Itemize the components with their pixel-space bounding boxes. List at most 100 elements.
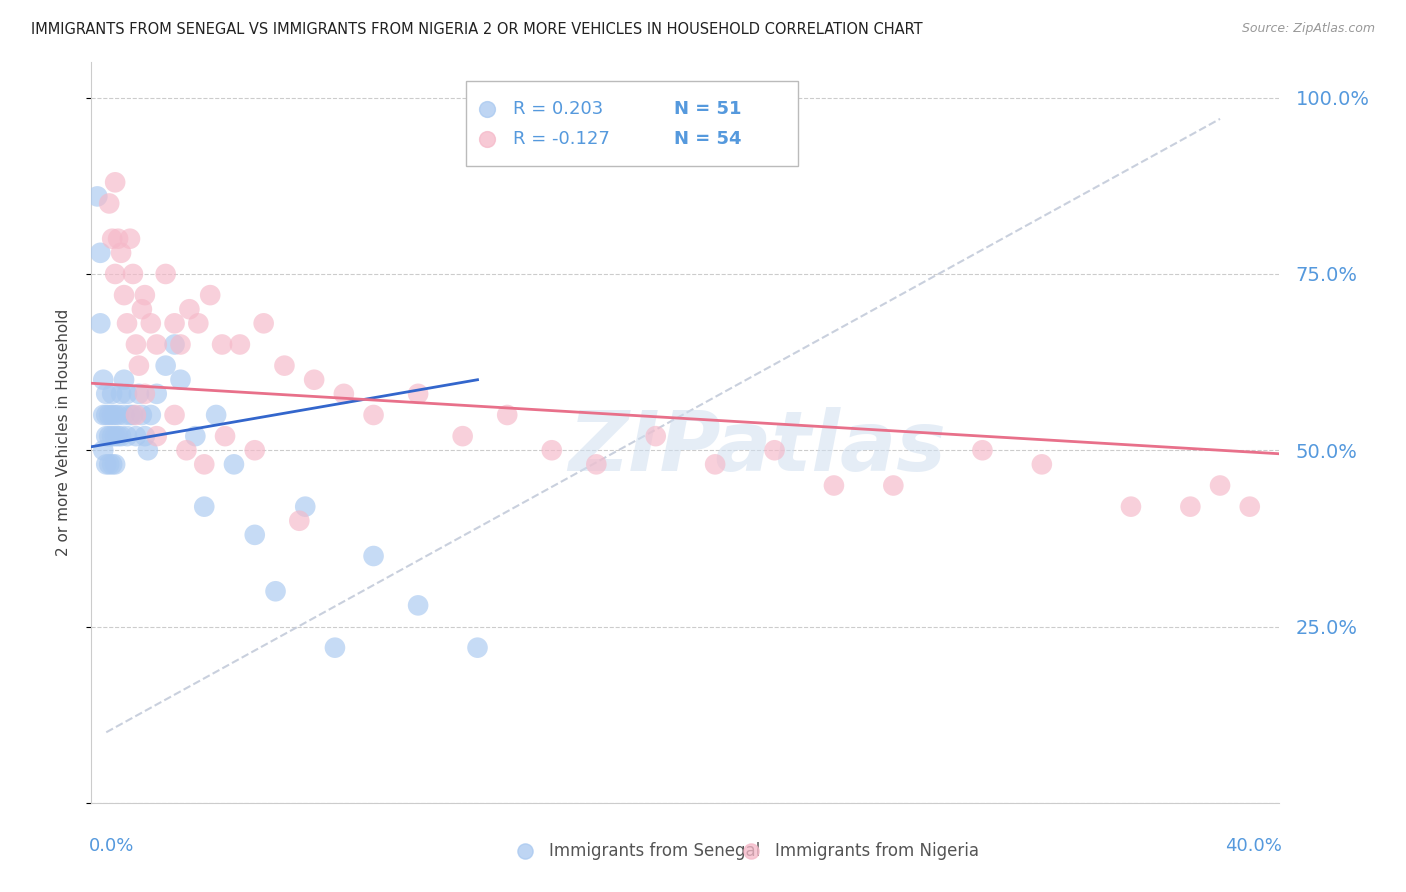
Point [169, 337, 191, 351]
Point [122, 408, 145, 422]
Point [1164, 841, 1187, 855]
Point [115, 387, 138, 401]
Point [131, 302, 153, 317]
Point [112, 373, 135, 387]
Point [163, 337, 186, 351]
Point [243, 528, 266, 542]
Point [1069, 163, 1091, 178]
Point [107, 408, 129, 422]
Point [101, 408, 124, 422]
Point [179, 302, 201, 317]
Point [134, 288, 156, 302]
Text: 0.0%: 0.0% [89, 837, 135, 855]
Point [205, 408, 228, 422]
Point [115, 429, 138, 443]
Point [98, 196, 121, 211]
Point [107, 429, 129, 443]
Point [222, 458, 245, 472]
Point [1239, 500, 1261, 514]
Point [163, 316, 186, 330]
Point [972, 443, 994, 458]
Point [200, 288, 222, 302]
FancyBboxPatch shape [465, 81, 799, 166]
Point [125, 337, 148, 351]
Point [363, 408, 385, 422]
Point [763, 443, 786, 458]
Point [229, 337, 252, 351]
Point [112, 288, 135, 302]
Point [96, 408, 118, 422]
Point [187, 316, 209, 330]
Point [214, 429, 236, 443]
Point [104, 429, 127, 443]
Point [139, 316, 162, 330]
Point [585, 458, 607, 472]
Point [155, 359, 177, 373]
Point [104, 267, 127, 281]
Text: Immigrants from Nigeria: Immigrants from Nigeria [775, 842, 979, 860]
Point [1119, 500, 1142, 514]
Point [110, 429, 132, 443]
Point [169, 373, 191, 387]
Point [193, 500, 215, 514]
Point [467, 640, 489, 655]
Text: N = 54: N = 54 [673, 129, 741, 148]
Point [101, 232, 124, 246]
Point [406, 387, 429, 401]
Point [131, 408, 153, 422]
Point [122, 267, 145, 281]
Point [155, 267, 177, 281]
Point [644, 429, 666, 443]
Point [125, 408, 148, 422]
Point [302, 373, 325, 387]
Point [145, 337, 167, 351]
Point [243, 443, 266, 458]
Point [96, 458, 118, 472]
Point [288, 514, 311, 528]
Point [211, 337, 233, 351]
Point [118, 408, 141, 422]
Point [363, 549, 385, 563]
Y-axis label: 2 or more Vehicles in Household: 2 or more Vehicles in Household [56, 309, 70, 557]
Point [1180, 500, 1202, 514]
Point [91, 443, 114, 458]
Point [540, 443, 562, 458]
Point [107, 232, 129, 246]
Point [91, 408, 114, 422]
Point [98, 408, 121, 422]
Point [1209, 478, 1232, 492]
Point [110, 245, 132, 260]
Point [1069, 135, 1091, 149]
Text: N = 51: N = 51 [673, 100, 741, 118]
Point [112, 408, 135, 422]
Point [96, 387, 118, 401]
Point [145, 429, 167, 443]
Text: Immigrants from Senegal: Immigrants from Senegal [548, 842, 761, 860]
Point [136, 443, 159, 458]
Point [118, 232, 141, 246]
Point [704, 458, 727, 472]
Point [163, 408, 186, 422]
Point [104, 175, 127, 189]
Point [86, 189, 108, 203]
Point [101, 429, 124, 443]
Point [406, 599, 429, 613]
Point [184, 429, 207, 443]
Point [139, 408, 162, 422]
Point [128, 387, 150, 401]
Point [101, 387, 124, 401]
Text: R = 0.203: R = 0.203 [513, 100, 603, 118]
Point [104, 408, 127, 422]
Text: IMMIGRANTS FROM SENEGAL VS IMMIGRANTS FROM NIGERIA 2 OR MORE VEHICLES IN HOUSEHO: IMMIGRANTS FROM SENEGAL VS IMMIGRANTS FR… [31, 22, 922, 37]
Point [193, 458, 215, 472]
Point [96, 429, 118, 443]
Point [89, 245, 111, 260]
Point [115, 316, 138, 330]
Point [294, 500, 316, 514]
Point [110, 387, 132, 401]
Point [128, 359, 150, 373]
Point [1031, 458, 1053, 472]
Point [98, 429, 121, 443]
Point [176, 443, 198, 458]
Point [882, 478, 904, 492]
